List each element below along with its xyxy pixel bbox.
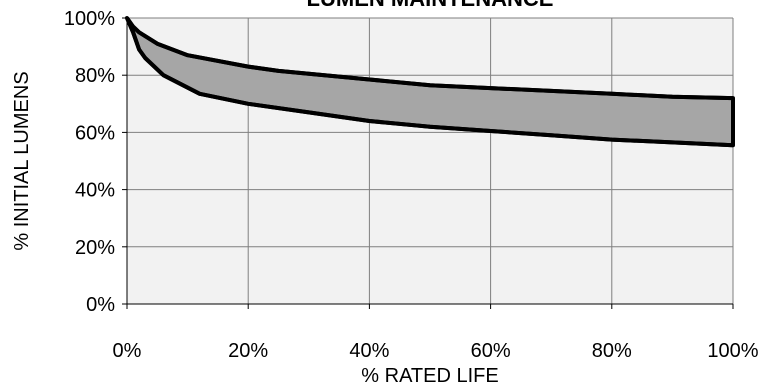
x-tick-label: 60%	[471, 340, 511, 362]
x-tick-label: 100%	[707, 340, 758, 362]
series-line-upper	[125, 16, 734, 101]
x-tick-label: 40%	[349, 340, 389, 362]
series-line-lower	[125, 17, 734, 148]
x-tick-label: 80%	[592, 340, 632, 362]
tick-labels: 0% 20% 40% 60% 80% 100% 0% 20% 40% 60% 80% 100%	[64, 8, 759, 362]
axis-layer	[122, 17, 734, 309]
y-axis-label: % INITIAL LUMENS	[11, 71, 33, 250]
data-band-layer	[125, 16, 735, 148]
y-tick-label: 60%	[75, 122, 115, 144]
y-tick-label: 40%	[75, 180, 115, 202]
x-tick-label: 20%	[228, 340, 268, 362]
y-tick-label: 80%	[75, 65, 115, 87]
y-tick-label: 0%	[86, 294, 115, 316]
x-axis-label: % RATED LIFE	[361, 365, 498, 385]
y-tick-label: 20%	[75, 237, 115, 259]
x-tick-label: 0%	[113, 340, 142, 362]
y-tick-label: 100%	[64, 8, 115, 30]
chart-title: LUMEN MAINTENANCE	[307, 0, 554, 11]
